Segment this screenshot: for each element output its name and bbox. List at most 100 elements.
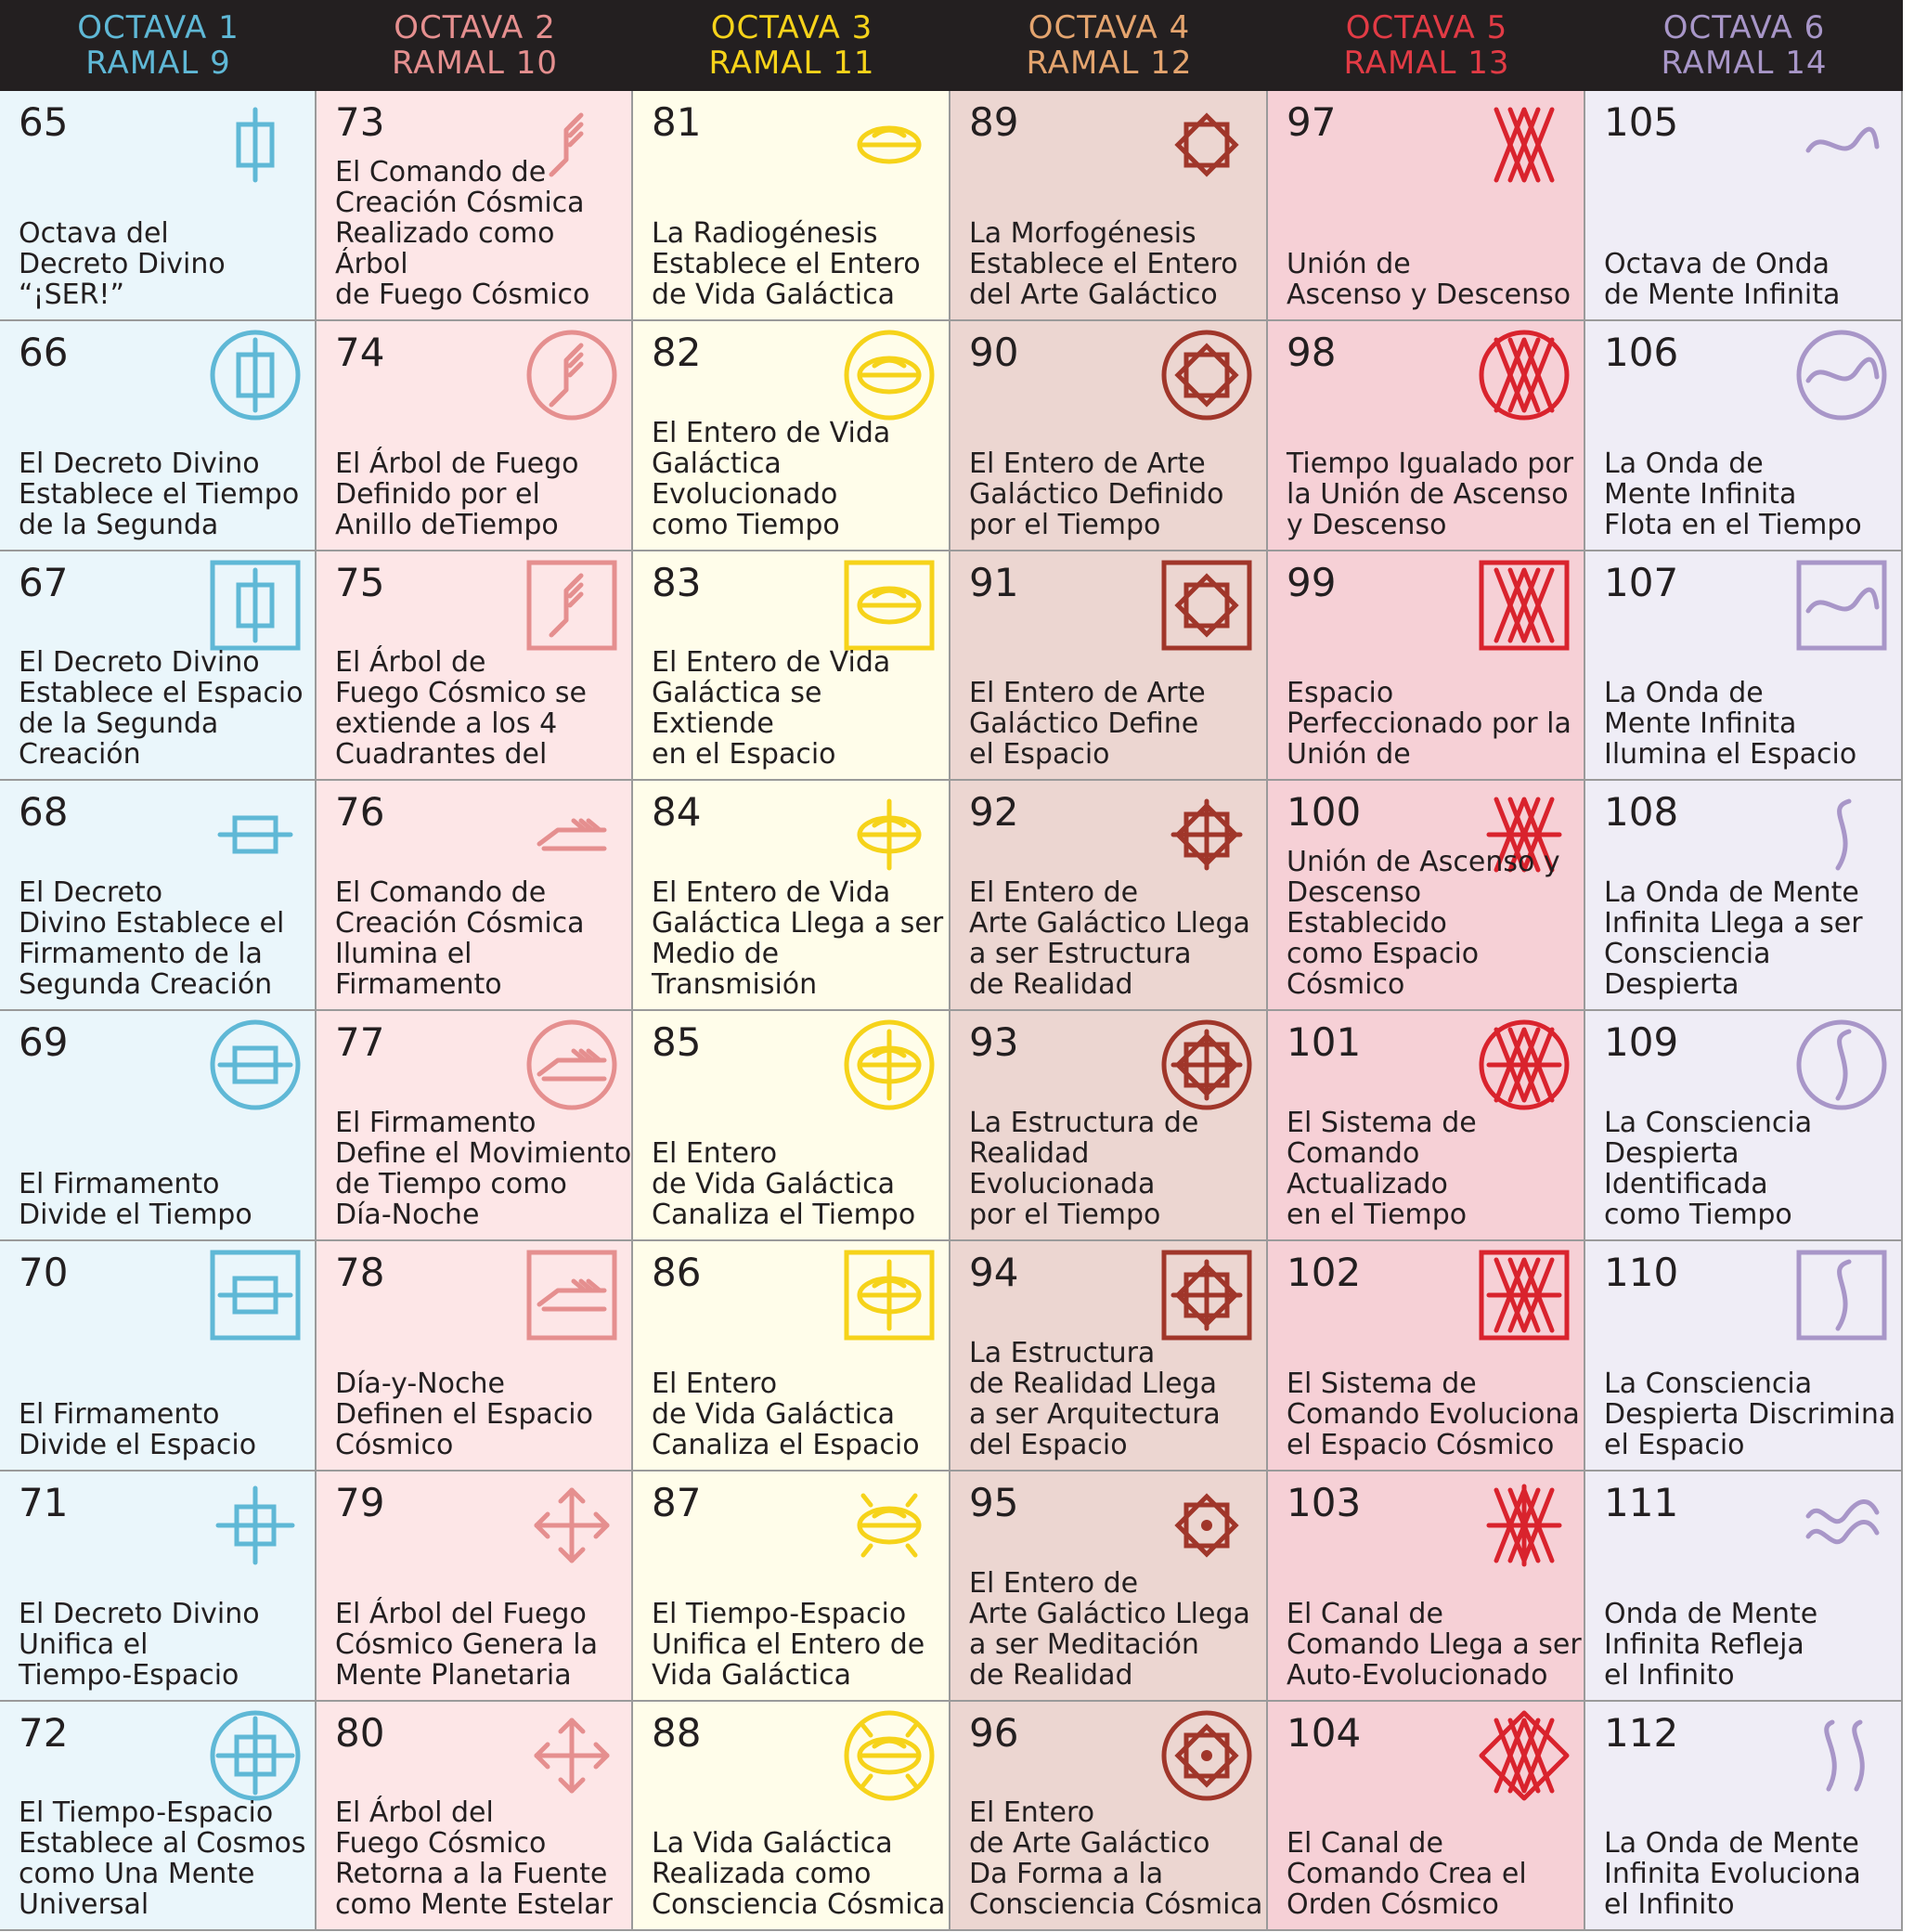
code-cell-73: 73 El Comando de Creación Cósmica Realiza…	[317, 91, 633, 321]
code-number: 100	[1287, 789, 1362, 836]
column-header-3: OCTAVA 3 RAMAL 11	[633, 0, 951, 91]
code-cell-98: 98 Tiempo Igualado por la Unión de Ascens…	[1268, 320, 1585, 551]
code-description: Unión de Ascenso y Descenso	[1287, 247, 1571, 311]
code-cell-86: 86 El Entero de Vida Galáctica Canaliza e…	[633, 1241, 951, 1472]
disc-cross-icon	[843, 788, 936, 881]
code-number: 84	[652, 789, 702, 836]
code-description: El Árbol del Fuego Cósmico Retorna a la …	[335, 1796, 613, 1922]
code-description: La Consciencia Despierta Identificada co…	[1604, 1106, 1813, 1231]
code-cell-93: 93 La Estructura de Realidad Evolucionada…	[951, 1011, 1268, 1241]
code-cell-65: 65 Octava del Decreto Divino “¡SER!”	[0, 91, 317, 321]
double-triangle-star-icon	[1478, 1479, 1571, 1572]
code-number: 78	[335, 1250, 385, 1295]
wave-circle-icon	[1795, 329, 1888, 421]
double-triangle-icon	[1478, 98, 1571, 191]
octagram-cross-icon	[1160, 788, 1253, 881]
code-number: 98	[1287, 329, 1337, 375]
harrow-feather-square-icon	[525, 1249, 618, 1342]
code-description: Espacio Perfeccionado por la Unión de	[1287, 677, 1571, 772]
code-cell-70: 70 El Firmamento Divide el Espacio	[0, 1241, 317, 1472]
code-cell-91: 91 El Entero de Arte Galáctico Define el …	[951, 551, 1268, 782]
code-number: 101	[1287, 1019, 1362, 1066]
code-cell-100: 100 Unión de Ascenso y Descenso Estableci…	[1268, 781, 1585, 1012]
code-description: El Árbol de Fuego Cósmico se extiende a …	[335, 646, 587, 772]
code-description: El Entero de Vida Galáctica se Extiende …	[652, 646, 891, 772]
code-cell-79: 79 El Árbol del Fuego Cósmico Genera la M…	[317, 1471, 633, 1702]
column-header-2: OCTAVA 2 RAMAL 10	[317, 0, 633, 91]
code-cell-99: 99 Espacio Perfeccionado por la Unión de	[1268, 551, 1585, 782]
code-cell-74: 74 El Árbol de Fuego Definido por el Anil…	[317, 320, 633, 551]
cross-square-icon	[209, 1479, 302, 1572]
code-number: 76	[335, 789, 385, 836]
code-cell-87: 87 El Tiempo-Espacio Unifica el Entero de…	[633, 1471, 951, 1702]
code-number: 93	[969, 1019, 1019, 1066]
cross-feather-icon	[525, 1479, 618, 1572]
code-number: 69	[19, 1019, 69, 1066]
code-number: 91	[969, 559, 1019, 605]
code-description: Tiempo Igualado por la Unión de Ascenso …	[1287, 447, 1574, 541]
code-number: 81	[652, 99, 702, 145]
column-header-octava: OCTAVA 6	[1662, 9, 1826, 46]
code-description: El Árbol de Fuego Definido por el Anillo…	[335, 447, 579, 541]
column-header-octava: OCTAVA 2	[394, 9, 556, 46]
code-cell-92: 92 El Entero de Arte Galáctico Llega a se…	[951, 781, 1268, 1012]
code-number: 110	[1604, 1250, 1679, 1295]
wave-icon	[1795, 98, 1888, 191]
code-number: 89	[969, 99, 1019, 145]
code-number: 87	[652, 1479, 702, 1525]
wave-square-icon	[1795, 559, 1888, 652]
code-number: 104	[1287, 1709, 1362, 1756]
code-description: El Firmamento Divide el Espacio	[19, 1397, 257, 1461]
octagram-square-icon	[1160, 559, 1253, 652]
code-cell-106: 106 La Onda de Mente Infinita Flota en el…	[1585, 320, 1903, 551]
code-description: Onda de Mente Infinita Refleja el Infini…	[1604, 1597, 1818, 1692]
code-description: Octava de Onda de Mente Infinita	[1604, 247, 1841, 311]
code-description: Octava del Decreto Divino “¡SER!”	[19, 216, 226, 311]
code-description: El Firmamento Divide el Tiempo	[19, 1167, 252, 1231]
double-triangle-cross-icon	[1478, 788, 1571, 881]
code-cell-110: 110 La Consciencia Despierta Discrimina e…	[1585, 1241, 1903, 1472]
code-cell-107: 107 La Onda de Mente Infinita Ilumina el …	[1585, 551, 1903, 782]
bar-square-square-icon	[209, 559, 302, 652]
code-cell-85: 85 El Entero de Vida Galáctica Canaliza e…	[633, 1011, 951, 1241]
code-cell-83: 83 El Entero de Vida Galáctica se Extiend…	[633, 551, 951, 782]
double-s-wave-icon	[1795, 1709, 1888, 1802]
code-description: El Tiempo-Espacio Unifica el Entero de V…	[652, 1597, 925, 1692]
double-triangle-cross-square-icon	[1478, 1249, 1571, 1342]
disc-cross-circle-icon	[843, 1018, 936, 1111]
code-description: Día-y-Noche Definen el Espacio Cósmico	[335, 1367, 593, 1461]
code-number: 102	[1287, 1250, 1362, 1295]
disc-square-icon	[843, 559, 936, 652]
code-cell-89: 89 La Morfogénesis Establece el Entero de…	[951, 91, 1268, 321]
code-description: La Onda de Mente Infinita Evoluciona el …	[1604, 1827, 1861, 1922]
code-description: El Entero de Vida Galáctica Canaliza el …	[652, 1136, 916, 1231]
column-header-ramal: RAMAL 11	[708, 45, 875, 82]
code-cell-108: 108 La Onda de Mente Infinita Llega a ser…	[1585, 781, 1903, 1012]
code-number: 99	[1287, 559, 1337, 605]
code-description: El Canal de Comando Crea el Orden Cósmic…	[1287, 1827, 1527, 1922]
code-description: El Entero de Arte Galáctico Da Forma a l…	[969, 1796, 1263, 1922]
code-description: La Estructura de Realidad Llega a ser Ar…	[969, 1336, 1221, 1461]
code-number: 107	[1604, 559, 1679, 605]
column-header-ramal: RAMAL 12	[1026, 45, 1193, 82]
octagram-dot-icon	[1160, 1479, 1253, 1572]
code-cell-112: 112 La Onda de Mente Infinita Evoluciona …	[1585, 1701, 1903, 1932]
code-cell-88: 88 La Vida Galáctica Realizada como Consc…	[633, 1701, 951, 1932]
column-header-ramal: RAMAL 14	[1661, 45, 1828, 82]
code-description: El Entero de Vida Galáctica Evolucionado…	[652, 416, 891, 541]
code-number: 74	[335, 329, 385, 375]
bar-square-circle-icon	[209, 329, 302, 421]
hbar-square-icon	[209, 788, 302, 881]
code-description: Unión de Ascenso y Descenso Establecido …	[1287, 846, 1560, 1002]
code-number: 72	[19, 1709, 69, 1756]
cross-square-circle-icon	[209, 1709, 302, 1802]
code-description: El Firmamento Define el Movimiento de Ti…	[335, 1106, 632, 1231]
disc-rays-icon	[843, 1479, 936, 1572]
octagram-circle-icon	[1160, 329, 1253, 421]
disc-circle-icon	[843, 329, 936, 421]
code-cell-69: 69 El Firmamento Divide el Tiempo	[0, 1011, 317, 1241]
column-header-5: OCTAVA 5 RAMAL 13	[1268, 0, 1585, 91]
code-number: 82	[652, 329, 702, 375]
disc-cross-square-icon	[843, 1249, 936, 1342]
code-description: El Decreto Divino Establece el Espacio d…	[19, 646, 304, 772]
